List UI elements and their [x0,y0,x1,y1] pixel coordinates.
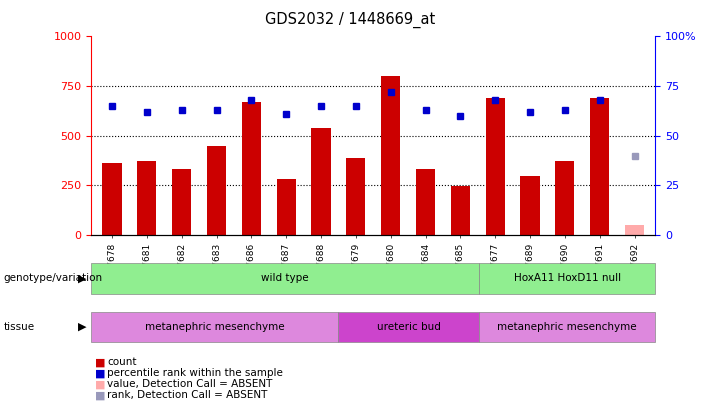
Text: count: count [107,358,137,367]
Text: ■: ■ [95,379,105,389]
Bar [520,176,540,235]
Text: ▶: ▶ [79,322,87,332]
Text: ■: ■ [95,358,105,367]
Bar [625,225,644,235]
Bar [311,128,331,235]
Text: ▶: ▶ [79,273,87,283]
Bar [346,158,365,235]
Bar [486,98,505,235]
Bar [416,169,435,235]
Text: HoxA11 HoxD11 null: HoxA11 HoxD11 null [514,273,621,283]
Bar [207,145,226,235]
Text: percentile rank within the sample: percentile rank within the sample [107,369,283,378]
Text: GDS2032 / 1448669_at: GDS2032 / 1448669_at [266,12,435,28]
Bar [277,179,296,235]
Text: metanephric mesenchyme: metanephric mesenchyme [498,322,637,332]
Text: value, Detection Call = ABSENT: value, Detection Call = ABSENT [107,379,273,389]
Text: ■: ■ [95,390,105,400]
Bar [590,98,609,235]
Bar [451,185,470,235]
Bar [172,169,191,235]
Bar [137,162,156,235]
Text: genotype/variation: genotype/variation [4,273,102,283]
Text: ■: ■ [95,369,105,378]
Text: metanephric mesenchyme: metanephric mesenchyme [145,322,285,332]
Bar [555,162,574,235]
Bar [102,164,121,235]
Text: ureteric bud: ureteric bud [376,322,440,332]
Bar [381,76,400,235]
Text: wild type: wild type [261,273,309,283]
Text: tissue: tissue [4,322,34,332]
Text: rank, Detection Call = ABSENT: rank, Detection Call = ABSENT [107,390,268,400]
Bar [242,102,261,235]
